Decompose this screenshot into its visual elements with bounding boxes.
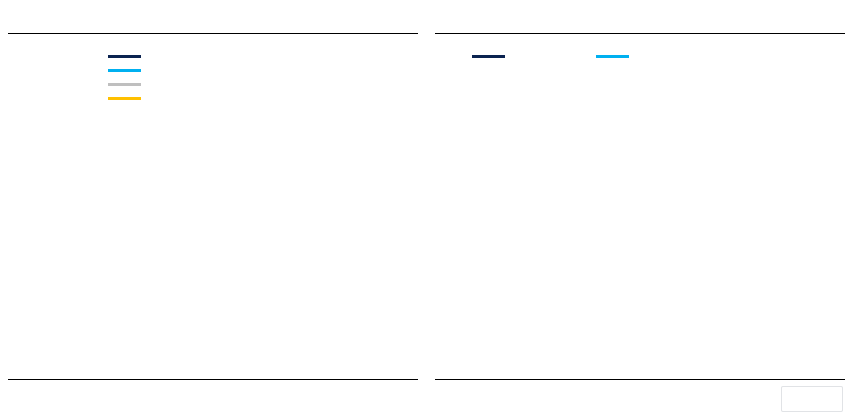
- legend-item-ag-wholesale-200: [108, 50, 146, 62]
- legend-swatch-cyan: [108, 68, 141, 72]
- watermark-label: [781, 386, 843, 412]
- legend-item-pork-weight: [472, 50, 510, 62]
- legend-swatch-cyan: [596, 54, 629, 58]
- legend-right: [472, 50, 843, 62]
- figure-panel-right: [427, 0, 853, 418]
- left-chart-plot: [0, 0, 426, 360]
- footer-divider-right: [435, 379, 845, 380]
- legend-item-edible-ag-index: [108, 78, 146, 90]
- legend-left: [108, 50, 146, 104]
- title-divider-right: [435, 33, 845, 34]
- legend-swatch-navy: [108, 54, 141, 58]
- left-chart-svg: [0, 0, 426, 360]
- legend-swatch-gray: [108, 82, 141, 86]
- legend-item-cpi-food: [108, 92, 146, 104]
- legend-item-vegetable-basket-200: [108, 64, 146, 76]
- watermark-logo: [781, 386, 843, 412]
- legend-swatch-navy: [472, 54, 505, 58]
- legend-swatch-gold: [108, 96, 141, 100]
- right-chart-svg: [427, 0, 853, 360]
- title-divider-left: [8, 33, 418, 34]
- legend-item-pork-wholesale-price: [596, 50, 634, 62]
- right-chart-plot: [427, 0, 853, 360]
- figure-panel-left: [0, 0, 426, 418]
- footer-divider-left: [8, 379, 418, 380]
